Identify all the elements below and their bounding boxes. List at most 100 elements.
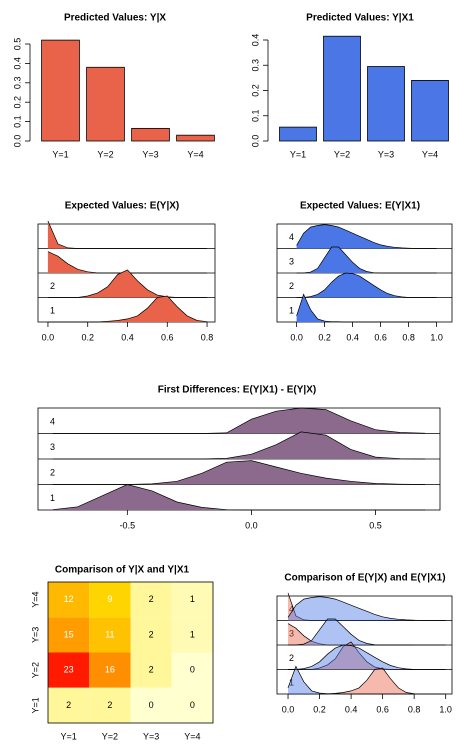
ridge-area xyxy=(52,408,426,434)
heat-cell xyxy=(48,652,90,688)
cell-label: 2 xyxy=(149,665,154,675)
y-tick-label: Y=3 xyxy=(30,627,40,643)
heat-cell xyxy=(130,617,172,653)
y-tick-label: Y=4 xyxy=(30,591,40,607)
ridge-area xyxy=(47,296,208,322)
x-tick-label: Y=3 xyxy=(142,149,158,159)
x-tick-label: 0.0 xyxy=(42,332,55,342)
row-label: 3 xyxy=(289,628,294,638)
x-tick-label: 1.0 xyxy=(430,332,443,342)
cell-label: 9 xyxy=(107,594,112,604)
chart-title: Expected Values: E(Y|X1) xyxy=(300,201,420,212)
chart-title: Predicted Values: Y|X xyxy=(64,13,166,24)
x-tick-label: 1.0 xyxy=(439,704,452,714)
ridge-area xyxy=(296,247,437,273)
y-tick-label: 0.1 xyxy=(250,109,260,122)
x-tick-label: 0.8 xyxy=(408,704,421,714)
row-label: 3 xyxy=(50,442,55,452)
heat-cell xyxy=(48,687,90,723)
y-tick-label: 0.4 xyxy=(12,57,22,70)
x-tick-label: 0.2 xyxy=(318,332,331,342)
heat-cell xyxy=(130,687,172,723)
x-tick-label: -0.5 xyxy=(120,520,136,530)
heat-cell xyxy=(171,652,213,688)
chart-title: Comparison of Y|X and Y|X1 xyxy=(55,565,190,576)
bar xyxy=(86,66,125,142)
ridge-area xyxy=(47,251,208,273)
x-tick-label: 0.8 xyxy=(402,332,415,342)
cell-label: 11 xyxy=(105,629,114,639)
bar xyxy=(279,126,317,142)
heat-cell xyxy=(89,582,131,618)
x-tick-label: 0.5 xyxy=(369,520,382,530)
ridge-area xyxy=(288,666,446,694)
row-label: 1 xyxy=(289,677,294,687)
y-tick-label: Y=1 xyxy=(30,697,40,713)
x-tick-label: 0.8 xyxy=(201,332,214,342)
ridge-line xyxy=(287,596,446,621)
x-tick-label: 0.0 xyxy=(282,704,295,714)
bar xyxy=(411,80,449,142)
bar xyxy=(367,66,405,142)
cell-label: 0 xyxy=(149,700,154,710)
row-label: 2 xyxy=(289,281,294,291)
x-tick-label: Y=2 xyxy=(97,149,113,159)
heat-cell xyxy=(48,617,90,653)
y-tick-label: 0.4 xyxy=(250,34,260,47)
x-tick-label: Y=1 xyxy=(290,149,306,159)
ridge-area xyxy=(288,623,415,645)
x-tick-label: 0.0 xyxy=(290,332,303,342)
ridge-line xyxy=(296,272,437,298)
heat-cell xyxy=(171,582,213,618)
row-label: 4 xyxy=(289,232,294,242)
ridge-area xyxy=(296,224,437,249)
heat-cell xyxy=(130,652,172,688)
x-tick-label: Y=3 xyxy=(378,149,394,159)
x-tick-label: 0.4 xyxy=(121,332,134,342)
ridge-area xyxy=(47,220,208,249)
cell-label: 23 xyxy=(64,665,74,675)
cell-label: 2 xyxy=(66,700,71,710)
cell-label: 15 xyxy=(64,629,74,639)
ridge-area xyxy=(288,668,415,694)
ridge-area xyxy=(288,619,446,645)
ridge-line xyxy=(288,644,446,670)
ridge-line xyxy=(287,592,415,621)
ridge-line xyxy=(287,665,446,695)
cell-label: 0 xyxy=(190,700,195,710)
x-tick-label: Y=4 xyxy=(184,731,200,741)
cell-label: 1 xyxy=(190,594,195,604)
ridge-line xyxy=(47,220,207,249)
bar xyxy=(131,127,170,142)
row-label: 4 xyxy=(289,604,294,614)
ridge-line xyxy=(296,246,437,274)
x-tick-label: 0.6 xyxy=(376,704,389,714)
y-tick-label: 0.2 xyxy=(12,96,22,109)
y-tick-label: Y=2 xyxy=(30,662,40,678)
ridge-line xyxy=(47,295,208,323)
ridge-area xyxy=(288,596,446,621)
row-label: 2 xyxy=(50,281,55,291)
ridge-area xyxy=(52,484,426,510)
heat-cell xyxy=(171,687,213,723)
x-tick-label: Y=4 xyxy=(187,149,203,159)
ridge-area xyxy=(296,294,437,322)
x-tick-label: Y=4 xyxy=(422,149,438,159)
bar xyxy=(41,39,80,142)
ridge-line xyxy=(288,618,446,646)
x-tick-label: 0.6 xyxy=(374,332,387,342)
x-tick-label: 0.4 xyxy=(346,332,359,342)
heat-cell xyxy=(89,687,131,723)
y-tick-label: 0.3 xyxy=(12,77,22,90)
ridge-line xyxy=(47,269,207,298)
cell-label: 1 xyxy=(190,629,195,639)
ridge-line xyxy=(52,431,426,460)
ridge-line xyxy=(52,460,426,485)
x-tick-label: Y=1 xyxy=(52,149,68,159)
ridge-line xyxy=(296,224,437,249)
ridge-line xyxy=(296,293,437,323)
ridge-area xyxy=(288,641,415,670)
cell-label: 0 xyxy=(190,665,195,675)
heat-cell xyxy=(130,582,172,618)
